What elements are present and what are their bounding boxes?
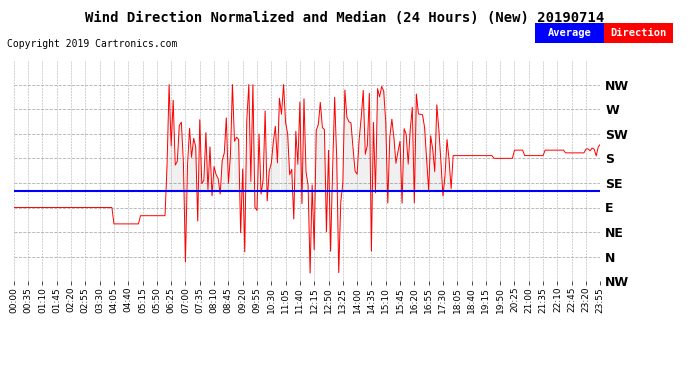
Text: Wind Direction Normalized and Median (24 Hours) (New) 20190714: Wind Direction Normalized and Median (24…: [86, 11, 604, 25]
Text: Direction: Direction: [610, 28, 667, 38]
Text: Average: Average: [547, 28, 591, 38]
Text: Copyright 2019 Cartronics.com: Copyright 2019 Cartronics.com: [7, 39, 177, 49]
